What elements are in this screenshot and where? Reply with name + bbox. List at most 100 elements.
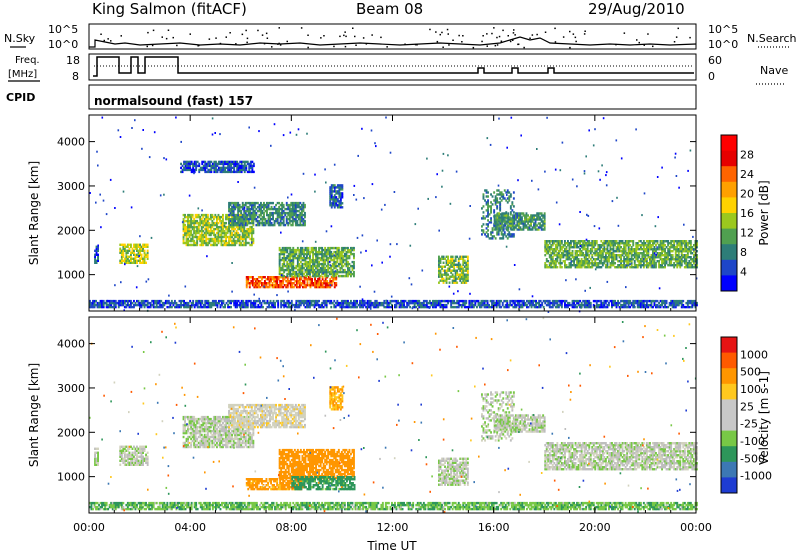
heatmap-cell [650,262,653,265]
heatmap-cell [293,274,296,278]
heatmap-cell [496,205,499,208]
heatmap-cell [182,219,185,223]
heatmap-cell [343,252,346,256]
heatmap-cell [321,284,324,287]
heatmap-cell [246,227,249,231]
heatmap-cell [620,262,622,265]
heatmap-cell [505,226,508,229]
heatmap-cell [253,205,256,209]
heatmap-cell [312,268,314,272]
heatmap-cell [290,262,293,266]
heatmap-cell [261,276,263,279]
heatmap-cell [245,278,248,281]
heatmap-cell [205,217,208,221]
heatmap-cell [309,268,311,272]
heatmap-cell [208,221,211,225]
heatmap-cell [615,242,618,245]
heatmap-cell [524,222,526,225]
heatmap-cell [579,264,582,267]
heatmap-cell [465,267,468,270]
heatmap-cell [190,168,193,172]
heatmap-cell [328,270,331,274]
heatmap-cell [294,221,297,225]
heatmap-cell [233,162,236,166]
heatmap-cell [229,233,232,237]
heatmap-cell [493,235,496,238]
heatmap-cell [301,274,304,278]
heatmap-cell [309,264,311,268]
heatmap-cell [227,166,229,170]
heatmap-cell [481,229,483,232]
heatmap-cell [598,244,601,247]
heatmap-cell [324,278,327,281]
heatmap-cell [97,247,99,250]
nsearch-dot [638,41,640,44]
heatmap-cell [580,254,583,257]
heatmap-cell [312,270,314,274]
heatmap-cell [133,243,135,246]
heatmap-cell [227,168,229,172]
heatmap-cell [579,240,582,243]
heatmap-cell [288,213,291,217]
heatmap-cell [249,227,252,231]
heatmap-cell [441,279,443,282]
heatmap-cell [601,248,604,251]
nsearch-dot [529,37,531,39]
heatmap-cell [624,260,627,263]
heatmap-cell [181,170,184,174]
heatmap-cell [451,257,454,260]
heatmap-cell [553,254,556,257]
heatmap-cell [205,221,208,225]
heatmap-cell [450,259,453,262]
heatmap-cell [221,162,223,166]
nsearch-dot [513,29,515,31]
heatmap-cell [441,267,443,270]
heatmap-cell [266,201,268,205]
heatmap-cell [583,242,586,245]
heatmap-cell [298,278,301,281]
heatmap-cell [205,231,208,235]
heatmap-cell [130,255,132,258]
heatmap-cell [301,272,304,276]
heatmap-cell [326,284,329,287]
heatmap-cell [626,254,629,257]
heatmap-cell [554,248,557,251]
heatmap-cell [329,202,332,205]
heatmap-cell [591,244,594,247]
nsearch-dot [352,27,354,29]
heatmap-cell [645,260,648,263]
heatmap-cell [466,273,469,276]
heatmap-cell [119,261,122,264]
heatmap-cell [310,248,313,252]
heatmap-cell [283,274,286,278]
heatmap-cell [571,246,574,249]
heatmap-cell [130,243,132,246]
heatmap-cell [315,266,317,270]
heatmap-cell [205,227,208,231]
heatmap-cell [511,220,514,223]
heatmap-cell [219,235,221,239]
heatmap-cell [191,227,194,231]
heatmap-cell [320,285,323,289]
heatmap-cell [230,168,232,172]
heatmap-cell [134,259,137,262]
heatmap-cell [329,282,332,285]
heatmap-cell [545,252,548,255]
heatmap-cell [301,248,304,252]
heatmap-cell [213,162,216,166]
heatmap-cell [611,242,613,245]
heatmap-cell [451,263,454,266]
heatmap-cell [191,233,194,237]
heatmap-cell [345,260,348,264]
heatmap-cell [214,213,217,217]
heatmap-cell [570,242,572,245]
heatmap-cell [586,240,589,243]
heatmap-cell [457,273,460,276]
nsearch-dot [146,45,148,48]
heatmap-cell [623,262,626,265]
heatmap-cell [244,239,247,243]
heatmap-cell [608,266,610,269]
heatmap-cell [485,195,488,198]
heatmap-cell [531,226,534,229]
heatmap-cell [556,254,559,257]
